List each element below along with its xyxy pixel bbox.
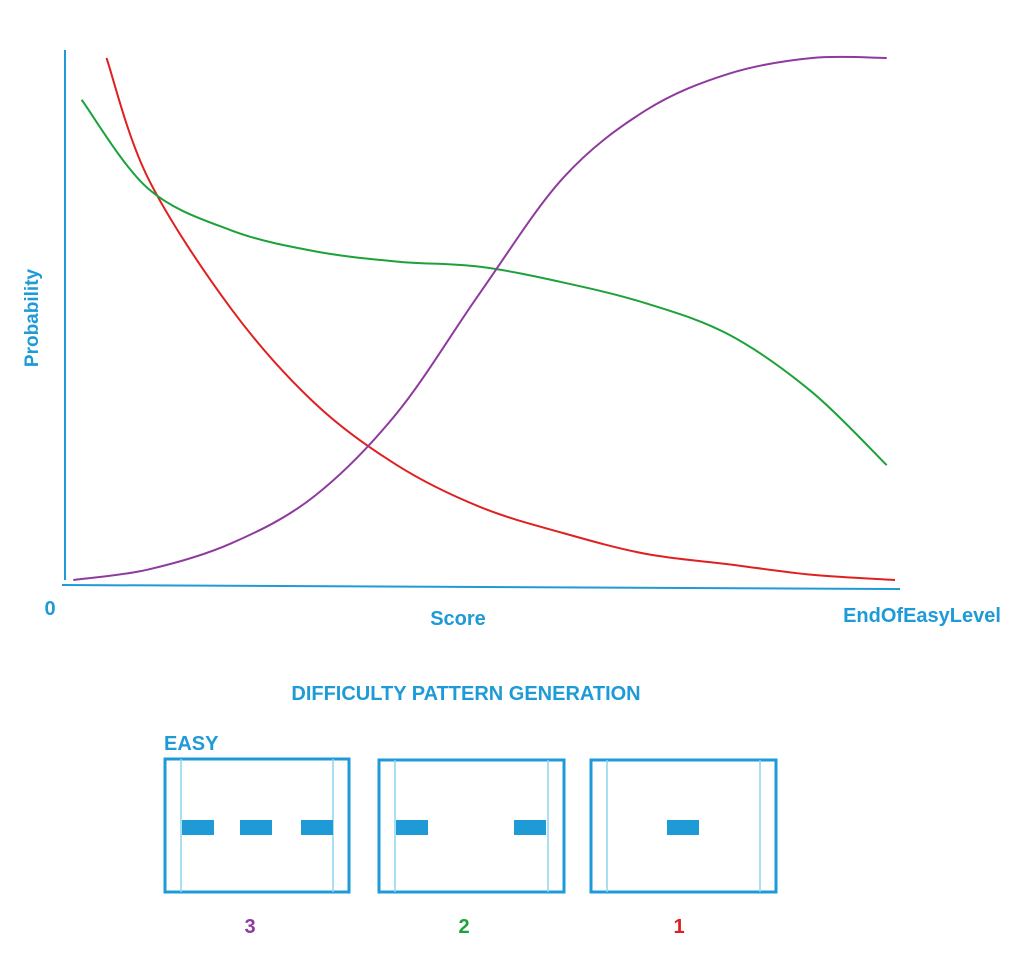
obstacle-block	[667, 820, 699, 835]
x-axis-line	[61, 584, 901, 590]
pattern-box	[163, 757, 351, 894]
obstacle-block	[396, 820, 428, 835]
obstacle-block	[301, 820, 333, 835]
easy-label: EASY	[164, 733, 219, 755]
pattern-1: 1	[589, 758, 778, 938]
pattern-count-label: 2	[458, 916, 469, 938]
pattern-count-label: 3	[244, 916, 255, 938]
red-probability-curve	[105, 57, 896, 581]
x-axis-start-label: 0	[44, 598, 55, 620]
difficulty-patterns: 3 2 1	[163, 757, 778, 938]
x-axis-label: Score	[430, 608, 486, 630]
purple-probability-curve	[73, 55, 887, 581]
pattern-box	[589, 758, 778, 894]
pattern-3: 3	[163, 757, 351, 938]
pattern-2: 2	[377, 758, 566, 938]
x-axis-end-label: EndOfEasyLevel	[843, 605, 1001, 627]
section-title: DIFFICULTY PATTERN GENERATION	[291, 683, 640, 705]
obstacle-block	[514, 820, 546, 835]
chart-curves	[73, 55, 896, 581]
pattern-count-label: 1	[673, 916, 684, 938]
y-axis-label: Probability	[22, 268, 43, 367]
obstacle-block	[182, 820, 214, 835]
pattern-box	[377, 758, 566, 894]
probability-chart: Probability Score 0 EndOfEasyLevel	[22, 50, 1001, 630]
green-probability-curve	[80, 99, 888, 466]
obstacle-block	[240, 820, 272, 835]
